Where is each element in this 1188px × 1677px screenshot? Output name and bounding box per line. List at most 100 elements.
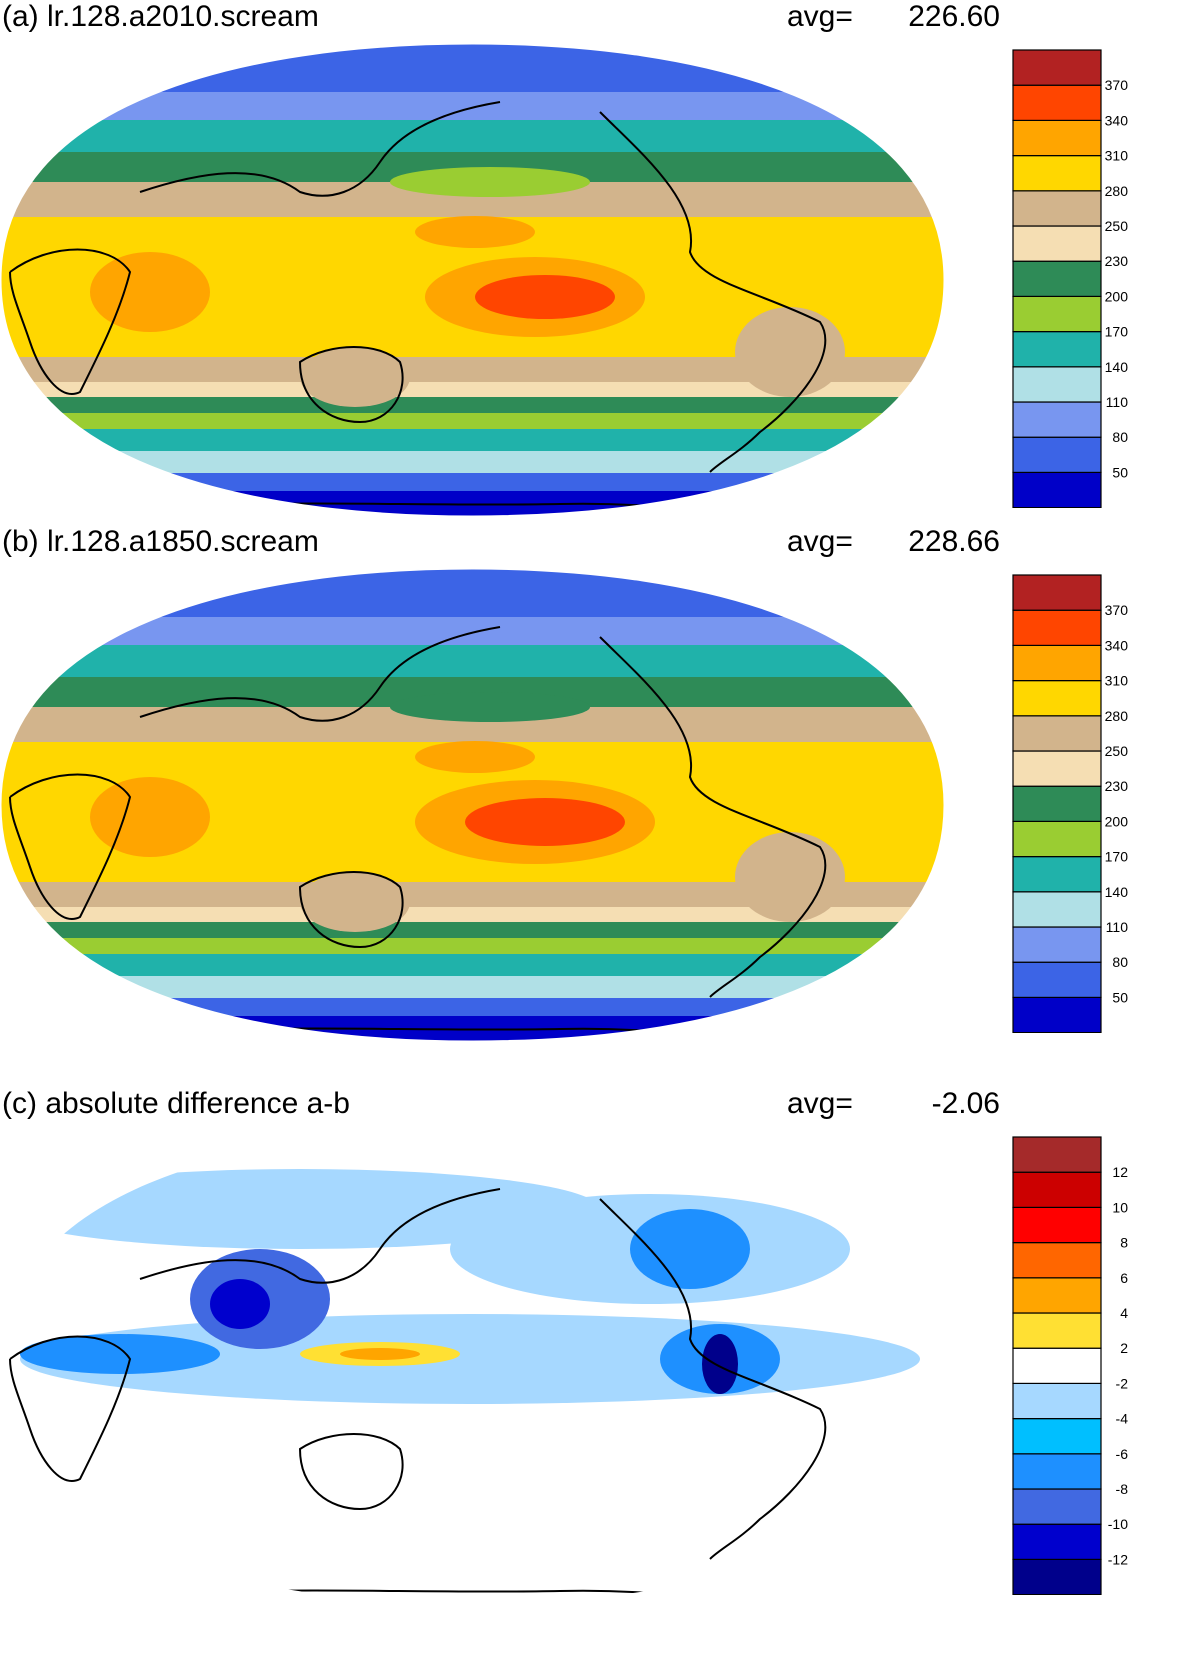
map-plot — [0, 43, 945, 517]
region-asia-dark — [210, 1279, 270, 1329]
region-andes-dark — [702, 1334, 738, 1394]
colorbar-tick-label: 10 — [1112, 1199, 1128, 1215]
region-indian-ocean-blue — [20, 1334, 220, 1374]
region-north-light-blue — [1, 1169, 600, 1249]
region-pacific-hot — [475, 275, 615, 319]
colorbar-tick-label: 200 — [1105, 813, 1129, 829]
colorbar-box — [1012, 644, 1102, 682]
band-arctic — [1, 569, 944, 617]
colorbar-tick-label: 310 — [1105, 148, 1129, 164]
colorbar-box — [1012, 679, 1102, 717]
colorbar-tick-label: 4 — [1120, 1305, 1128, 1321]
panel-a: (a) lr.128.a2010.scream avg= 226.60 — [0, 0, 1188, 559]
region-warm-pool-orange — [340, 1348, 420, 1360]
region-australia — [300, 347, 410, 407]
coastline-americas — [599, 636, 827, 998]
colorbar-box — [1012, 574, 1102, 611]
region-north-pacific-green — [390, 167, 590, 197]
region-pacific-hot — [465, 798, 625, 846]
colorbar-box — [1012, 1206, 1102, 1244]
colorbar-box — [1012, 260, 1102, 297]
panel-title: (a) lr.128.a2010.scream — [2, 0, 319, 33]
region-north-america-blue — [630, 1209, 750, 1289]
colorbar: 50 80 110 140 170 200 230 250 280 310 340 370 — [1012, 574, 1129, 1033]
coastline-australia — [298, 346, 404, 424]
band-north-high — [1, 617, 944, 645]
coastline-africa — [9, 248, 132, 395]
avg-value: 228.66 — [908, 525, 1000, 558]
colorbar-tick-label: 230 — [1105, 778, 1129, 794]
band-north-high — [1, 92, 944, 120]
colorbar-box — [1012, 1171, 1102, 1209]
colorbar-tick-label: 280 — [1105, 183, 1129, 199]
colorbar-box — [1012, 785, 1102, 822]
colorbar-box — [1012, 1488, 1102, 1525]
colorbar-box — [1012, 961, 1102, 999]
colorbar-box — [1012, 891, 1102, 928]
colorbar-tick-label: 170 — [1105, 849, 1129, 865]
colorbar-tick-label: 8 — [1120, 1235, 1128, 1251]
colorbar-box — [1012, 1558, 1102, 1595]
colorbar-tick-label: 2 — [1120, 1340, 1128, 1356]
colorbar-tick-label: -6 — [1116, 1446, 1129, 1462]
band-south-light — [1, 976, 944, 998]
colorbar-box — [1012, 154, 1102, 192]
map-plot — [0, 568, 945, 1042]
colorbar-tick-label: 170 — [1105, 324, 1129, 340]
colorbar-box — [1012, 856, 1102, 893]
coastline-australia — [298, 1433, 404, 1511]
colorbar-box — [1012, 366, 1102, 403]
colorbar-tick-label: 310 — [1105, 673, 1129, 689]
colorbar-tick-label: 250 — [1105, 218, 1129, 234]
band-south-green — [1, 397, 944, 413]
colorbar-tick-label: -2 — [1116, 1375, 1129, 1391]
band-south-lime — [1, 413, 944, 429]
colorbar-box — [1012, 926, 1102, 963]
colorbar-tick-label: 280 — [1105, 708, 1129, 724]
colorbar: 50 80 110 140 170 200 230 250 280 310 340 370 — [1012, 49, 1129, 508]
colorbar-tick-label: 80 — [1112, 954, 1128, 970]
panel-c: (c) absolute difference a-b avg= -2.06 -… — [0, 1087, 1188, 1646]
colorbar-box — [1012, 225, 1102, 262]
coastline-africa — [9, 773, 132, 920]
colorbar-tick-label: 140 — [1105, 359, 1129, 375]
colorbar-tick-label: 230 — [1105, 253, 1129, 269]
band-north-mid — [1, 645, 944, 677]
avg-value: -2.06 — [931, 1087, 1000, 1120]
region-south-america — [735, 832, 845, 922]
map-plot — [1, 1131, 944, 1603]
colorbar-box — [1012, 436, 1102, 474]
panel-b: (b) lr.128.a1850.scream avg= 228.66 — [0, 525, 1188, 1084]
colorbar-tick-label: -8 — [1116, 1481, 1129, 1497]
colorbar-box — [1012, 609, 1102, 647]
coastline-americas — [599, 111, 827, 473]
band-arctic — [1, 44, 944, 92]
coastline-americas — [599, 1198, 827, 1560]
colorbar-box — [1012, 1418, 1102, 1455]
colorbar-tick-label: 50 — [1112, 989, 1128, 1005]
colorbar-box — [1012, 119, 1102, 157]
colorbar-box — [1012, 1312, 1102, 1349]
colorbar-tick-label: 110 — [1106, 394, 1129, 410]
colorbar-box — [1012, 401, 1102, 438]
band-south-pale — [1, 382, 944, 397]
colorbar-tick-label: 6 — [1120, 1270, 1128, 1286]
colorbar-tick-label: 340 — [1105, 112, 1129, 128]
region-north-pacific-warm — [415, 216, 535, 248]
colorbar: -12 -10 -8 -6 -4 -2 2 4 6 8 10 12 — [1012, 1136, 1129, 1595]
colorbar-box — [1012, 471, 1102, 508]
coastline-asia — [139, 101, 501, 197]
colorbar-box — [1012, 715, 1102, 752]
avg-label: avg= — [787, 0, 853, 33]
colorbar-box — [1012, 1241, 1102, 1279]
band-south-teal — [1, 429, 944, 451]
colorbar-box — [1012, 996, 1102, 1033]
colorbar-box — [1012, 1277, 1102, 1314]
colorbar-box — [1012, 1453, 1102, 1490]
coastline-australia — [298, 871, 404, 949]
band-south-teal — [1, 954, 944, 976]
colorbar-tick-label: 250 — [1105, 743, 1129, 759]
colorbar-tick-label: -10 — [1108, 1516, 1128, 1532]
colorbar-box — [1012, 1382, 1102, 1420]
colorbar-tick-label: -12 — [1108, 1551, 1128, 1567]
